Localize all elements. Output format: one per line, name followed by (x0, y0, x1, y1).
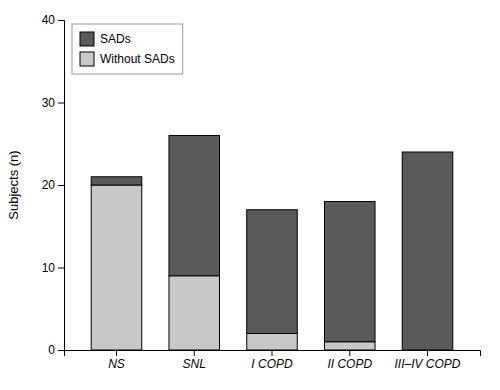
legend-swatch (80, 32, 94, 46)
y-tick-mark (58, 103, 64, 104)
bar-segment (324, 342, 375, 350)
y-tick-label: 20 (42, 178, 56, 192)
y-tick: 30 (42, 96, 64, 110)
y-tick-label: 0 (48, 343, 55, 357)
bar-series (91, 185, 375, 350)
legend-swatch (80, 52, 94, 66)
bar-segment (91, 177, 142, 185)
bar-segment (247, 210, 298, 334)
legend-label: SADs (100, 32, 131, 46)
x-tick-mark (116, 350, 117, 356)
bar-segment (169, 276, 220, 350)
x-tick-mark (272, 350, 273, 356)
y-tick-mark (58, 350, 64, 351)
x-tick-mark (427, 350, 428, 356)
x-tick-label: II COPD (327, 357, 372, 371)
x-tick: SNL (183, 350, 206, 371)
y-tick-mark (58, 20, 64, 21)
legend-item: SADs (80, 32, 131, 46)
y-tick-mark (58, 185, 64, 186)
legend-frame (72, 24, 183, 74)
x-tick-mark (349, 350, 350, 356)
x-tick-label: NS (108, 357, 125, 371)
y-tick-label: 40 (42, 13, 56, 27)
y-tick-mark (58, 268, 64, 269)
x-tick-label: III–IV COPD (394, 357, 460, 371)
x-tick: NS (108, 350, 125, 371)
plot-area: NS SNL I COPD II COPD III–IV COPD 0 10 20 30 40 SA… (42, 13, 481, 370)
y-tick: 40 (42, 13, 64, 27)
chart: NS SNL I COPD II COPD III–IV COPD 0 10 20 30 40 SA… (0, 0, 500, 390)
bars (91, 136, 453, 351)
x-tick-label: I COPD (251, 357, 293, 371)
legend-item: Without SADs (80, 52, 175, 66)
bar-segment (247, 334, 298, 351)
legend: SADs Without SADs (72, 24, 183, 74)
y-tick-label: 30 (42, 96, 56, 110)
bar-segment (169, 136, 220, 276)
y-axis: 0 10 20 30 40 (42, 13, 65, 357)
x-axis-line (65, 351, 481, 357)
y-tick: 0 (48, 343, 64, 357)
y-axis-line (58, 21, 65, 351)
x-axis: NS SNL I COPD II COPD III–IV COPD (65, 350, 481, 371)
bar-segment (402, 152, 453, 350)
y-tick: 20 (42, 178, 64, 192)
x-tick: III–IV COPD (394, 350, 460, 371)
bar-series (91, 136, 453, 351)
y-tick-label: 10 (42, 261, 56, 275)
x-tick-mark (194, 350, 195, 356)
x-tick: II COPD (327, 350, 372, 371)
bar-segment (91, 185, 142, 350)
legend-label: Without SADs (100, 52, 175, 66)
y-tick: 10 (42, 261, 64, 275)
x-tick-label: SNL (183, 357, 206, 371)
bar-segment (324, 202, 375, 342)
y-axis-title: Subjects (n) (6, 150, 21, 219)
x-tick: I COPD (251, 350, 293, 371)
